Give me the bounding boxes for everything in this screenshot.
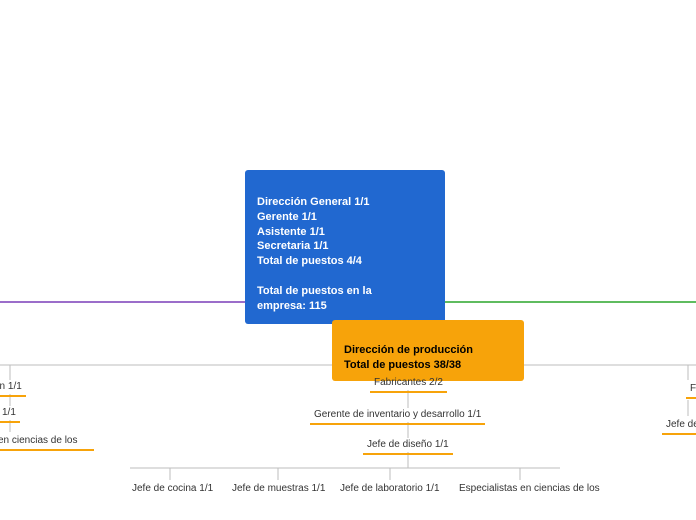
root-text: Dirección General 1/1 Gerente 1/1 Asiste… [257, 196, 372, 312]
section-node-produccion[interactable]: Dirección de producción Total de puestos… [332, 320, 524, 381]
root-node[interactable]: Dirección General 1/1 Gerente 1/1 Asiste… [245, 170, 445, 324]
leaf-left-partial-3[interactable]: en ciencias de los [0, 434, 94, 451]
leaf-gerente-inventario[interactable]: Gerente de inventario y desarrollo 1/1 [310, 408, 485, 425]
leaf-jefe-muestras[interactable]: Jefe de muestras 1/1 [228, 482, 329, 497]
leaf-jefe-laboratorio[interactable]: Jefe de laboratorio 1/1 [336, 482, 444, 497]
leaf-left-partial-1[interactable]: ón 1/1 [0, 380, 26, 397]
leaf-jefe-diseno[interactable]: Jefe de diseño 1/1 [363, 438, 453, 455]
section-text: Dirección de producción Total de puestos… [344, 344, 473, 371]
leaf-jefe-cocina[interactable]: Jefe de cocina 1/1 [128, 482, 217, 497]
leaf-right-partial-2[interactable]: Jefe de [662, 418, 696, 435]
leaf-left-partial-2[interactable]: 1/1 [0, 406, 20, 423]
leaf-right-partial-1[interactable]: F [686, 382, 696, 399]
leaf-fabricantes[interactable]: Fabricantes 2/2 [370, 376, 447, 393]
leaf-especialistas[interactable]: Especialistas en ciencias de los [455, 482, 615, 497]
